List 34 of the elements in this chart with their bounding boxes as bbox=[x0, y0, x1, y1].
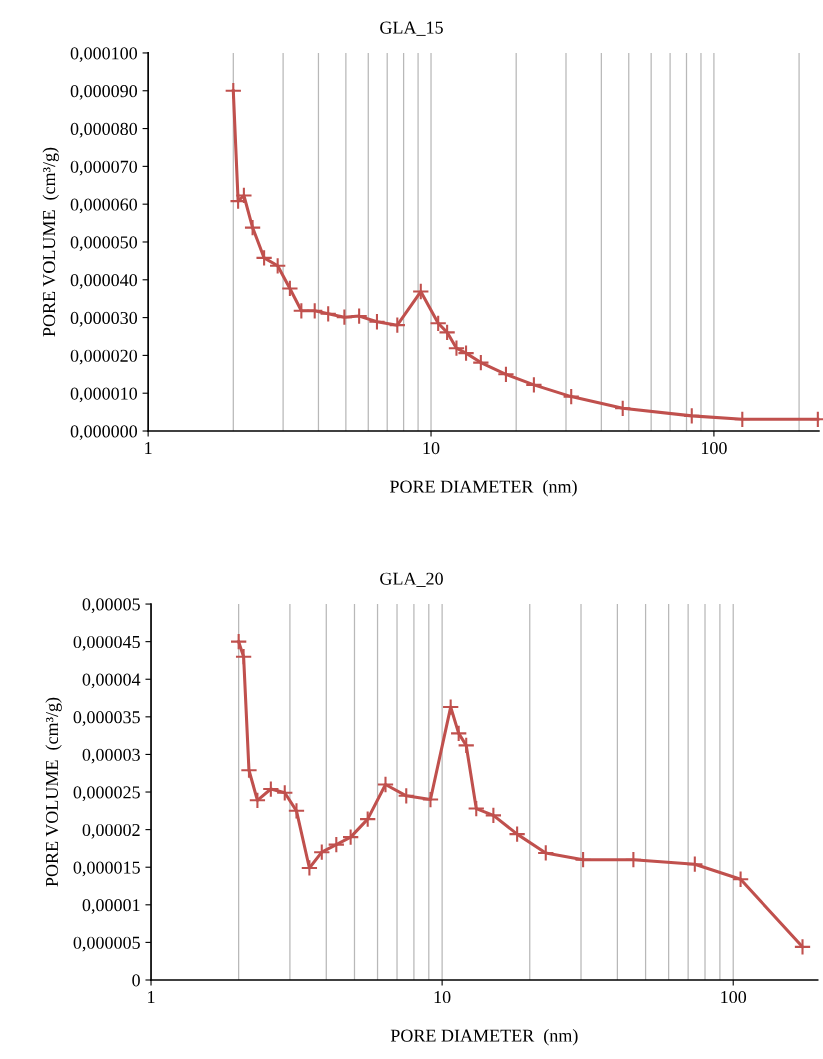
y-tick-label: 0,00005 bbox=[82, 598, 140, 614]
x-tick-label: 100 bbox=[721, 990, 747, 1004]
y-tick-label: 0,000100 bbox=[70, 47, 138, 62]
y-tick-label: 0,000070 bbox=[70, 160, 138, 176]
y-tick-label: 0,000060 bbox=[70, 198, 138, 214]
x-tick-label: 10 bbox=[434, 990, 451, 1004]
y-tick-label: 0,000090 bbox=[70, 85, 138, 100]
y-tick-label: 0,00001 bbox=[82, 899, 140, 914]
y-tick-label: 0,000050 bbox=[70, 236, 138, 252]
x-tick-label: 1 bbox=[145, 442, 152, 454]
y-axis-title: PORE VOLUME (cm³/g) bbox=[45, 697, 62, 887]
y-tick-label: 0,000040 bbox=[70, 274, 138, 289]
x-axis-title: PORE DIAMETER (nm) bbox=[390, 480, 577, 497]
y-tick-label: 0,000005 bbox=[73, 936, 140, 952]
y-tick-label: 0,000000 bbox=[70, 425, 138, 441]
y-tick-label: 0,000010 bbox=[70, 387, 138, 403]
y-tick-label: 0,000025 bbox=[73, 786, 140, 802]
y-tick-label: 0,00004 bbox=[82, 673, 141, 689]
y-tick-label: 0,000030 bbox=[70, 311, 138, 327]
y-axis-title: PORE VOLUME (cm³/g) bbox=[42, 147, 59, 337]
y-tick-label: 0,000020 bbox=[70, 349, 138, 365]
x-tick-label: 100 bbox=[701, 441, 727, 455]
y-tick-label: 0,00003 bbox=[82, 748, 140, 764]
y-tick-label: 0,000045 bbox=[73, 635, 140, 651]
y-tick-label: 0,000015 bbox=[73, 861, 140, 877]
x-tick-label: 1 bbox=[148, 991, 155, 1003]
y-tick-label: 0,000080 bbox=[70, 122, 138, 138]
chart-title: GLA_20 bbox=[380, 572, 443, 587]
y-tick-label: 0 bbox=[132, 974, 140, 987]
chart-title: GLA_15 bbox=[380, 21, 443, 36]
x-axis-title: PORE DIAMETER (nm) bbox=[390, 1029, 578, 1046]
x-tick-label: 10 bbox=[423, 441, 440, 455]
y-tick-label: 0,00002 bbox=[82, 823, 140, 839]
y-tick-label: 0,000035 bbox=[73, 711, 140, 726]
